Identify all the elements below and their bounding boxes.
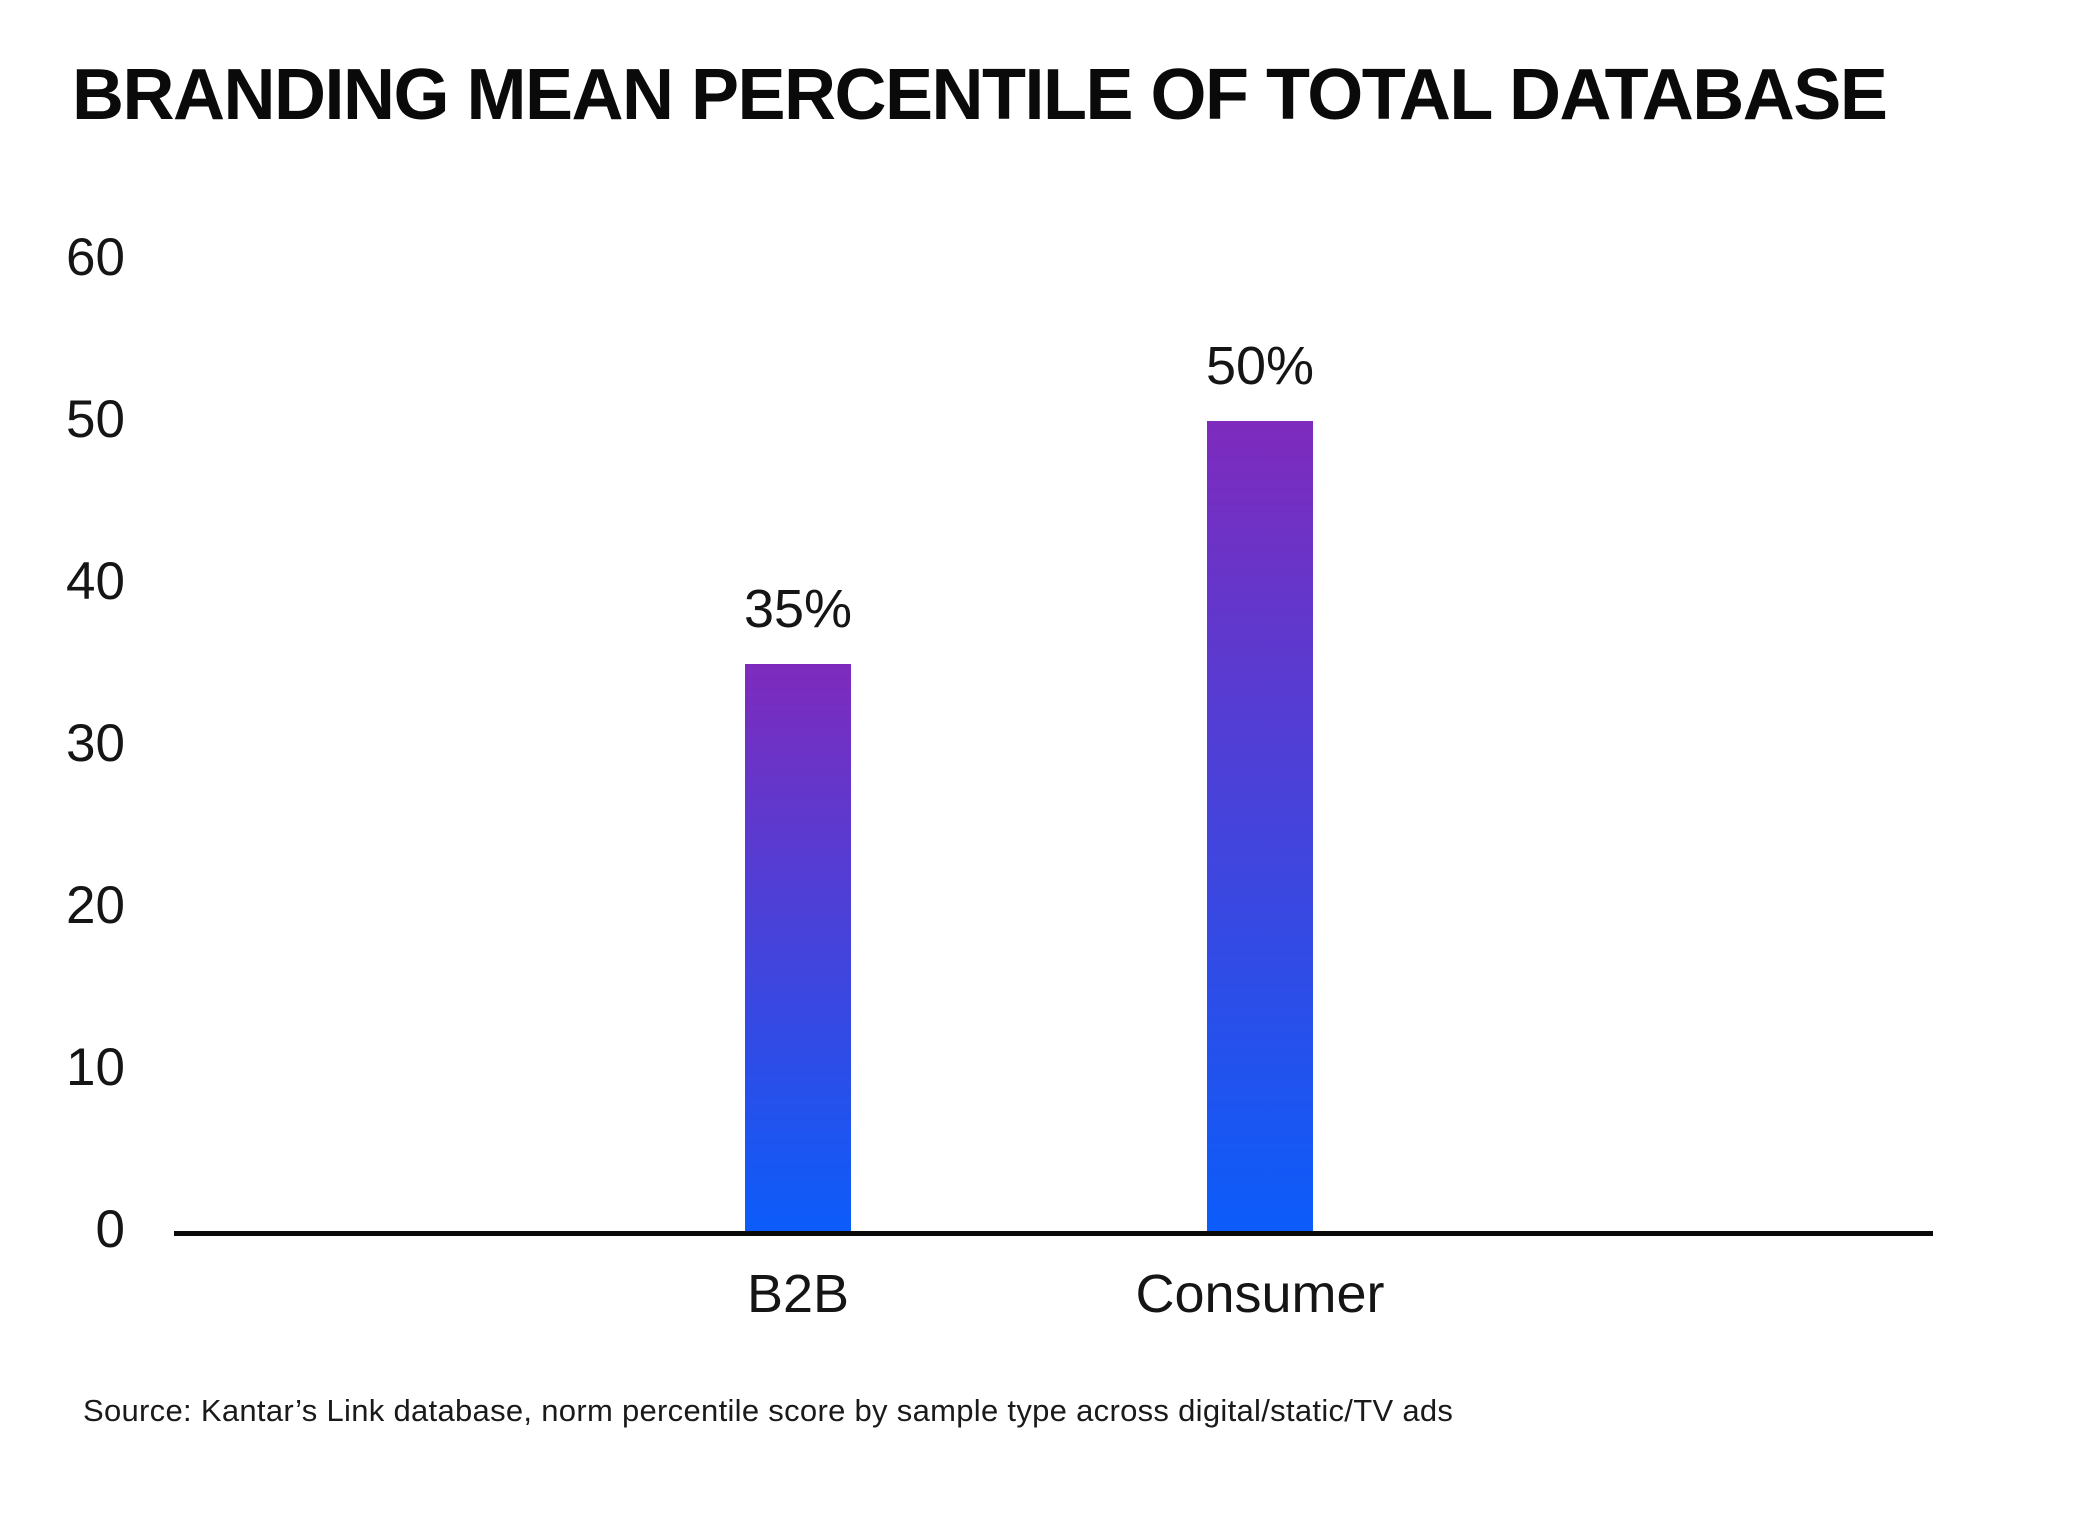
bar-b2b [745,664,851,1231]
category-label: B2B [746,1264,850,1324]
x-axis-line [174,1231,1933,1236]
y-tick-label: 20 [66,876,125,935]
bar-value-label: 50% [1205,336,1315,396]
bar-value-label: 35% [743,579,853,639]
y-tick-label: 40 [66,552,125,611]
y-tick-label: 30 [66,714,125,773]
category-label: Consumer [1135,1264,1385,1324]
y-tick-label: 0 [95,1200,125,1259]
bar-consumer [1207,421,1313,1231]
chart-title: BRANDING MEAN PERCENTILE OF TOTAL DATABA… [72,55,1888,135]
y-tick-label: 60 [66,228,125,287]
source-note: Source: Kantar’s Link database, norm per… [83,1393,1454,1428]
y-tick-label: 10 [66,1038,125,1097]
y-tick-label: 50 [66,390,125,449]
